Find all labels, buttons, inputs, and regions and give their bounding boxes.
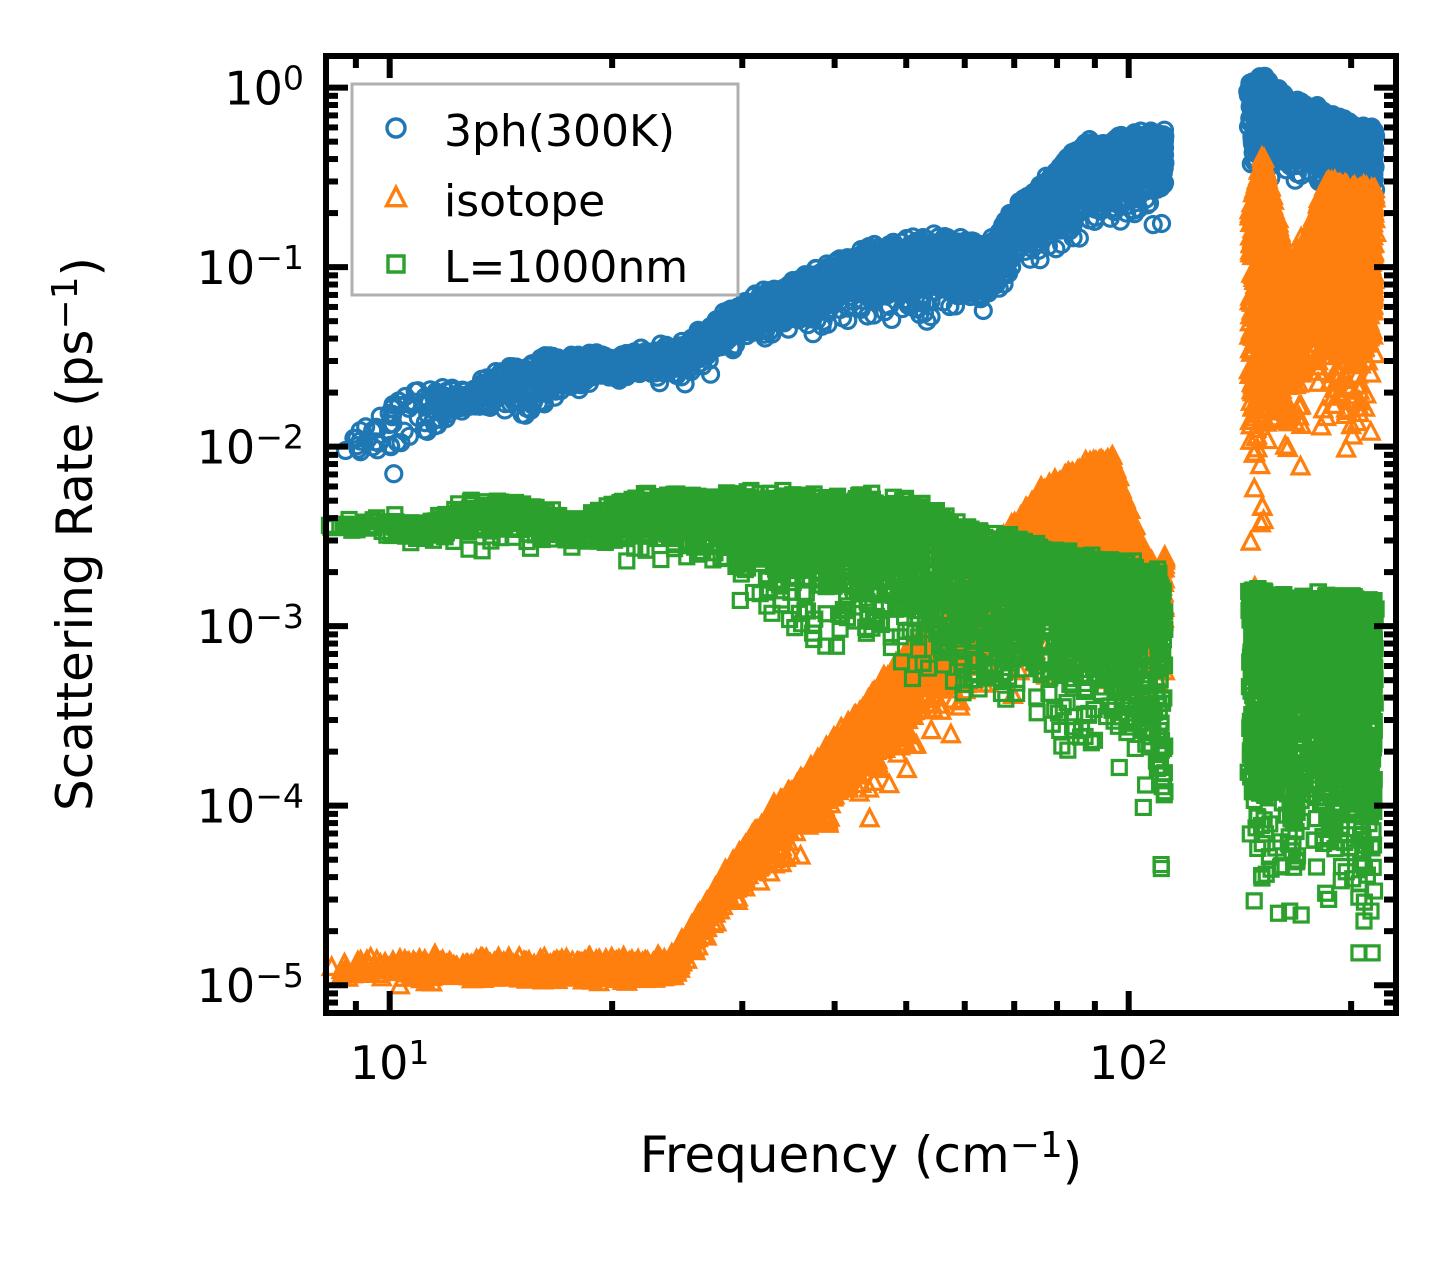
x-axis-tick-labels: 101 102: [350, 1033, 1169, 1090]
legend-label-3: L=1000nm: [444, 242, 688, 293]
series-3ph-300k-points: [335, 66, 1386, 484]
legend-entry-1[interactable]: 3ph(300K): [385, 106, 675, 157]
legend-entry-2[interactable]: isotope: [383, 176, 606, 227]
legend-entry-3[interactable]: L=1000nm: [386, 242, 688, 293]
series-l-1000nm-points: [320, 481, 1385, 962]
legend-label-1: 3ph(300K): [444, 106, 675, 157]
svg-text:10−4: 10−4: [197, 776, 304, 833]
svg-text:101: 101: [350, 1033, 430, 1090]
y-axis-tick-labels: 100 10−1 10−2 10−3 10−4 10−5: [197, 58, 304, 1013]
svg-text:10−3: 10−3: [197, 597, 304, 654]
svg-text:10−1: 10−1: [197, 238, 304, 295]
svg-text:10−5: 10−5: [197, 956, 304, 1013]
legend-label-2: isotope: [444, 176, 605, 227]
axes-frame: [323, 53, 1399, 1016]
triangle-open-icon: [383, 183, 409, 208]
y-axis-title: Scattering Rate (ps−1): [45, 257, 110, 811]
legend-entries: 3ph(300K) isotope L=1000nm: [383, 106, 688, 293]
square-open-icon: [386, 254, 406, 274]
svg-text:100: 100: [224, 58, 304, 115]
legend[interactable]: 3ph(300K) isotope L=1000nm: [350, 82, 740, 297]
svg-text:10−2: 10−2: [197, 417, 304, 474]
x-axis-title: Frequency (cm−1): [640, 1125, 1083, 1190]
legend-box: [350, 82, 740, 297]
svg-text:102: 102: [1089, 1033, 1169, 1090]
circle-open-icon: [385, 117, 407, 139]
axis-tick-marks: [326, 56, 1396, 1016]
